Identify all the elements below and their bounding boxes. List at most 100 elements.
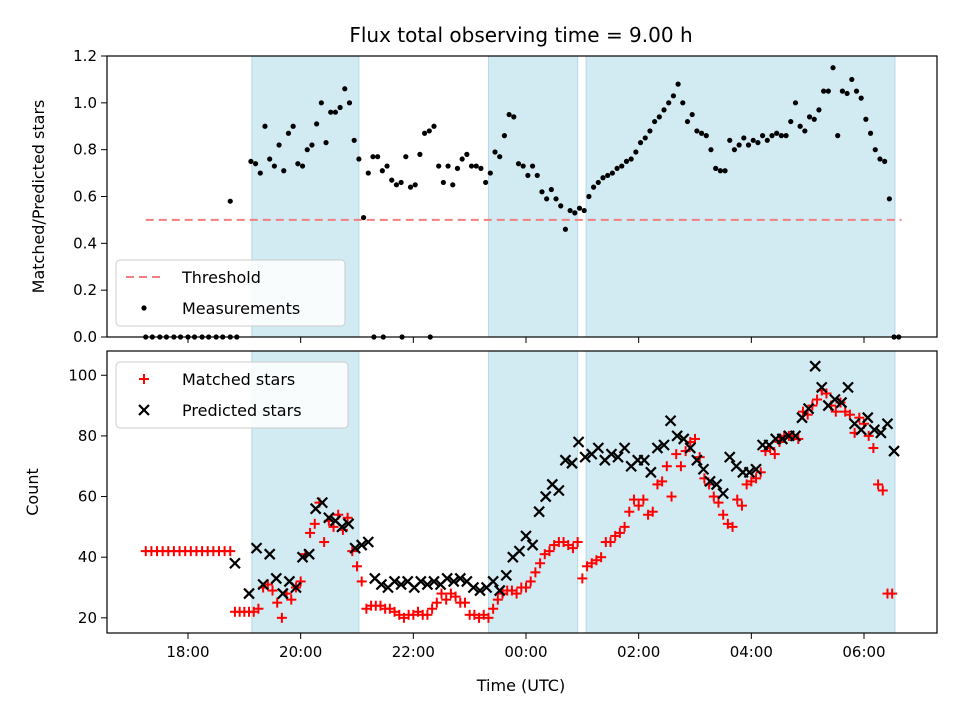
panel-2: 20 40 60 80 100 18:00 20:00 22:00 00:00 02:00 04:0… [23, 350, 938, 661]
legend: Matched stars Predicted stars [115, 361, 349, 429]
x-stroke-b [474, 584, 486, 597]
x-stroke-b [809, 360, 821, 372]
x-stroke-b [329, 515, 342, 527]
y-tick-label: 1.0 [73, 94, 97, 112]
x-stroke-b [362, 536, 375, 548]
data-point [708, 491, 719, 502]
data-point [651, 442, 664, 454]
x-stroke-b [875, 427, 887, 439]
x-stroke-b [283, 575, 296, 588]
data-point [868, 424, 881, 436]
data-point [638, 494, 649, 505]
x-stroke-b [250, 542, 263, 554]
data-point [658, 439, 670, 451]
data-point [689, 111, 695, 118]
data-point [257, 170, 263, 176]
data-point [323, 140, 329, 146]
data-point [426, 128, 432, 134]
x-stroke-b [743, 466, 756, 479]
x-stroke-b [618, 442, 631, 454]
x-stroke-b [263, 548, 276, 560]
x-stroke-b [664, 414, 677, 427]
data-point [355, 539, 368, 551]
data-point [286, 594, 297, 605]
data-point [727, 521, 738, 532]
data-point [337, 104, 343, 111]
data-point [487, 170, 493, 176]
x-stroke-b [691, 454, 703, 466]
data-point [619, 163, 625, 169]
data-point [618, 442, 631, 454]
data-point [534, 172, 540, 179]
data-point [750, 137, 756, 143]
data-point [750, 463, 762, 476]
shaded-interval-3 [585, 55, 896, 338]
x-stroke-b [684, 442, 697, 454]
x-stroke-b [138, 404, 150, 416]
data-point [535, 558, 546, 569]
data-point [459, 597, 470, 608]
x-stroke-b [579, 451, 591, 463]
y-axis-label: Count [23, 468, 42, 516]
data-point [844, 90, 850, 97]
data-point [316, 496, 329, 509]
data-point [881, 417, 894, 430]
data-point [314, 121, 320, 127]
data-point [525, 172, 531, 179]
data-point [360, 214, 367, 221]
data-point [809, 360, 821, 372]
series-measurements [143, 65, 902, 340]
legend-label: Matched stars [182, 370, 295, 389]
x-stroke-b [270, 572, 283, 585]
data-point [257, 578, 269, 591]
data-point [619, 521, 630, 532]
data-point [671, 430, 683, 442]
data-point [356, 576, 367, 587]
data-point [858, 95, 864, 101]
data-point [691, 454, 703, 466]
x-stroke-b [750, 463, 762, 476]
data-point [657, 476, 668, 487]
data-point [398, 179, 404, 186]
data-point [272, 597, 283, 608]
x-stroke-b [401, 575, 414, 588]
x-stroke-b [881, 417, 894, 430]
data-point [888, 445, 900, 457]
data-point [464, 151, 470, 157]
data-point [727, 137, 733, 143]
data-point [797, 123, 803, 129]
data-point [276, 612, 287, 623]
data-point [501, 133, 508, 139]
data-point [806, 114, 813, 120]
data-point [783, 133, 789, 139]
x-stroke-b [605, 448, 618, 460]
data-point [751, 473, 762, 484]
data-point [403, 154, 409, 160]
data-point [225, 546, 236, 557]
x-stroke-b [296, 551, 309, 563]
data-point [263, 548, 276, 560]
data-point [694, 128, 700, 134]
data-point [886, 196, 892, 202]
data-point [483, 179, 489, 186]
data-point [422, 130, 428, 136]
data-point [352, 561, 362, 572]
x-stroke-b [243, 587, 255, 600]
data-point [731, 147, 738, 153]
data-point [645, 466, 657, 479]
x-stroke-b [369, 572, 381, 585]
data-point [609, 170, 615, 176]
data-point [760, 133, 766, 139]
data-point [614, 527, 625, 538]
y-tick-label: 20 [78, 609, 97, 627]
y-tick-label: 80 [78, 427, 97, 445]
x-stroke-b [677, 433, 690, 445]
data-point [323, 511, 335, 524]
x-stroke-b [829, 393, 841, 406]
data-point [664, 414, 677, 427]
data-point [887, 588, 898, 599]
data-point [675, 461, 686, 472]
data-point [539, 189, 545, 195]
data-point [661, 107, 667, 113]
data-point [530, 567, 541, 578]
